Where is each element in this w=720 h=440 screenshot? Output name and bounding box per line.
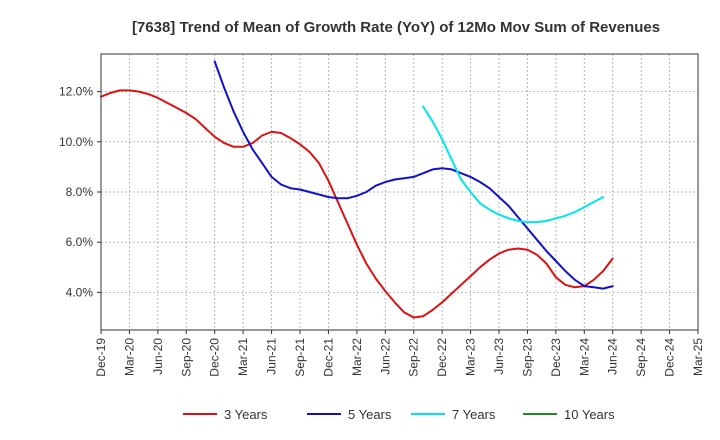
x-tick-label: Mar-24 [577, 338, 591, 376]
x-tick-label: Mar-21 [236, 338, 250, 376]
x-tick-label: Mar-22 [350, 338, 364, 376]
x-tick-label: Mar-23 [464, 338, 478, 376]
y-tick-label: 12.0% [59, 85, 93, 99]
x-tick-label: Sep-21 [293, 338, 307, 377]
series-lines [100, 60, 614, 319]
x-tick-label: Jun-21 [265, 338, 279, 375]
x-tick-label: Mar-25 [691, 338, 705, 376]
legend-label: 7 Years [452, 407, 496, 422]
x-tick-label: Mar-20 [122, 338, 136, 376]
legend-label: 10 Years [564, 407, 615, 422]
x-tick-label: Sep-20 [179, 338, 193, 377]
x-tick-label: Sep-23 [520, 338, 534, 377]
y-tick-label: 6.0% [66, 235, 94, 249]
x-tick-label: Jun-22 [378, 338, 392, 375]
x-tick-label: Jun-20 [151, 338, 165, 375]
x-tick-label: Sep-22 [407, 338, 421, 377]
x-tick-label: Jun-23 [492, 338, 506, 375]
x-tick-label: Dec-22 [435, 338, 449, 377]
series-line [213, 60, 614, 290]
x-axis: Dec-19 Mar-20 Jun-20 Sep-20 Dec-20 Mar-21 Jun-… [94, 330, 705, 377]
legend: 3 Years 5 Years 7 Years 10 Years [183, 407, 615, 422]
legend-label: 3 Years [224, 407, 268, 422]
y-axis: 4.0% 6.0% 8.0% 10.0% 12.0% [59, 85, 101, 299]
x-tick-label: Dec-21 [321, 338, 335, 377]
legend-label: 5 Years [348, 407, 392, 422]
x-tick-label: Dec-23 [549, 338, 563, 377]
x-tick-label: Dec-20 [208, 338, 222, 377]
y-tick-label: 4.0% [66, 285, 94, 299]
y-tick-label: 8.0% [66, 185, 94, 199]
chart-title: [7638] Trend of Mean of Growth Rate (YoY… [132, 19, 660, 36]
series-line [422, 105, 605, 224]
x-tick-label: Jun-24 [606, 338, 620, 375]
series-line [100, 89, 614, 319]
x-tick-label: Dec-19 [94, 338, 108, 377]
x-tick-label: Dec-24 [663, 338, 677, 377]
x-tick-label: Sep-24 [634, 338, 648, 377]
y-tick-label: 10.0% [59, 135, 93, 149]
